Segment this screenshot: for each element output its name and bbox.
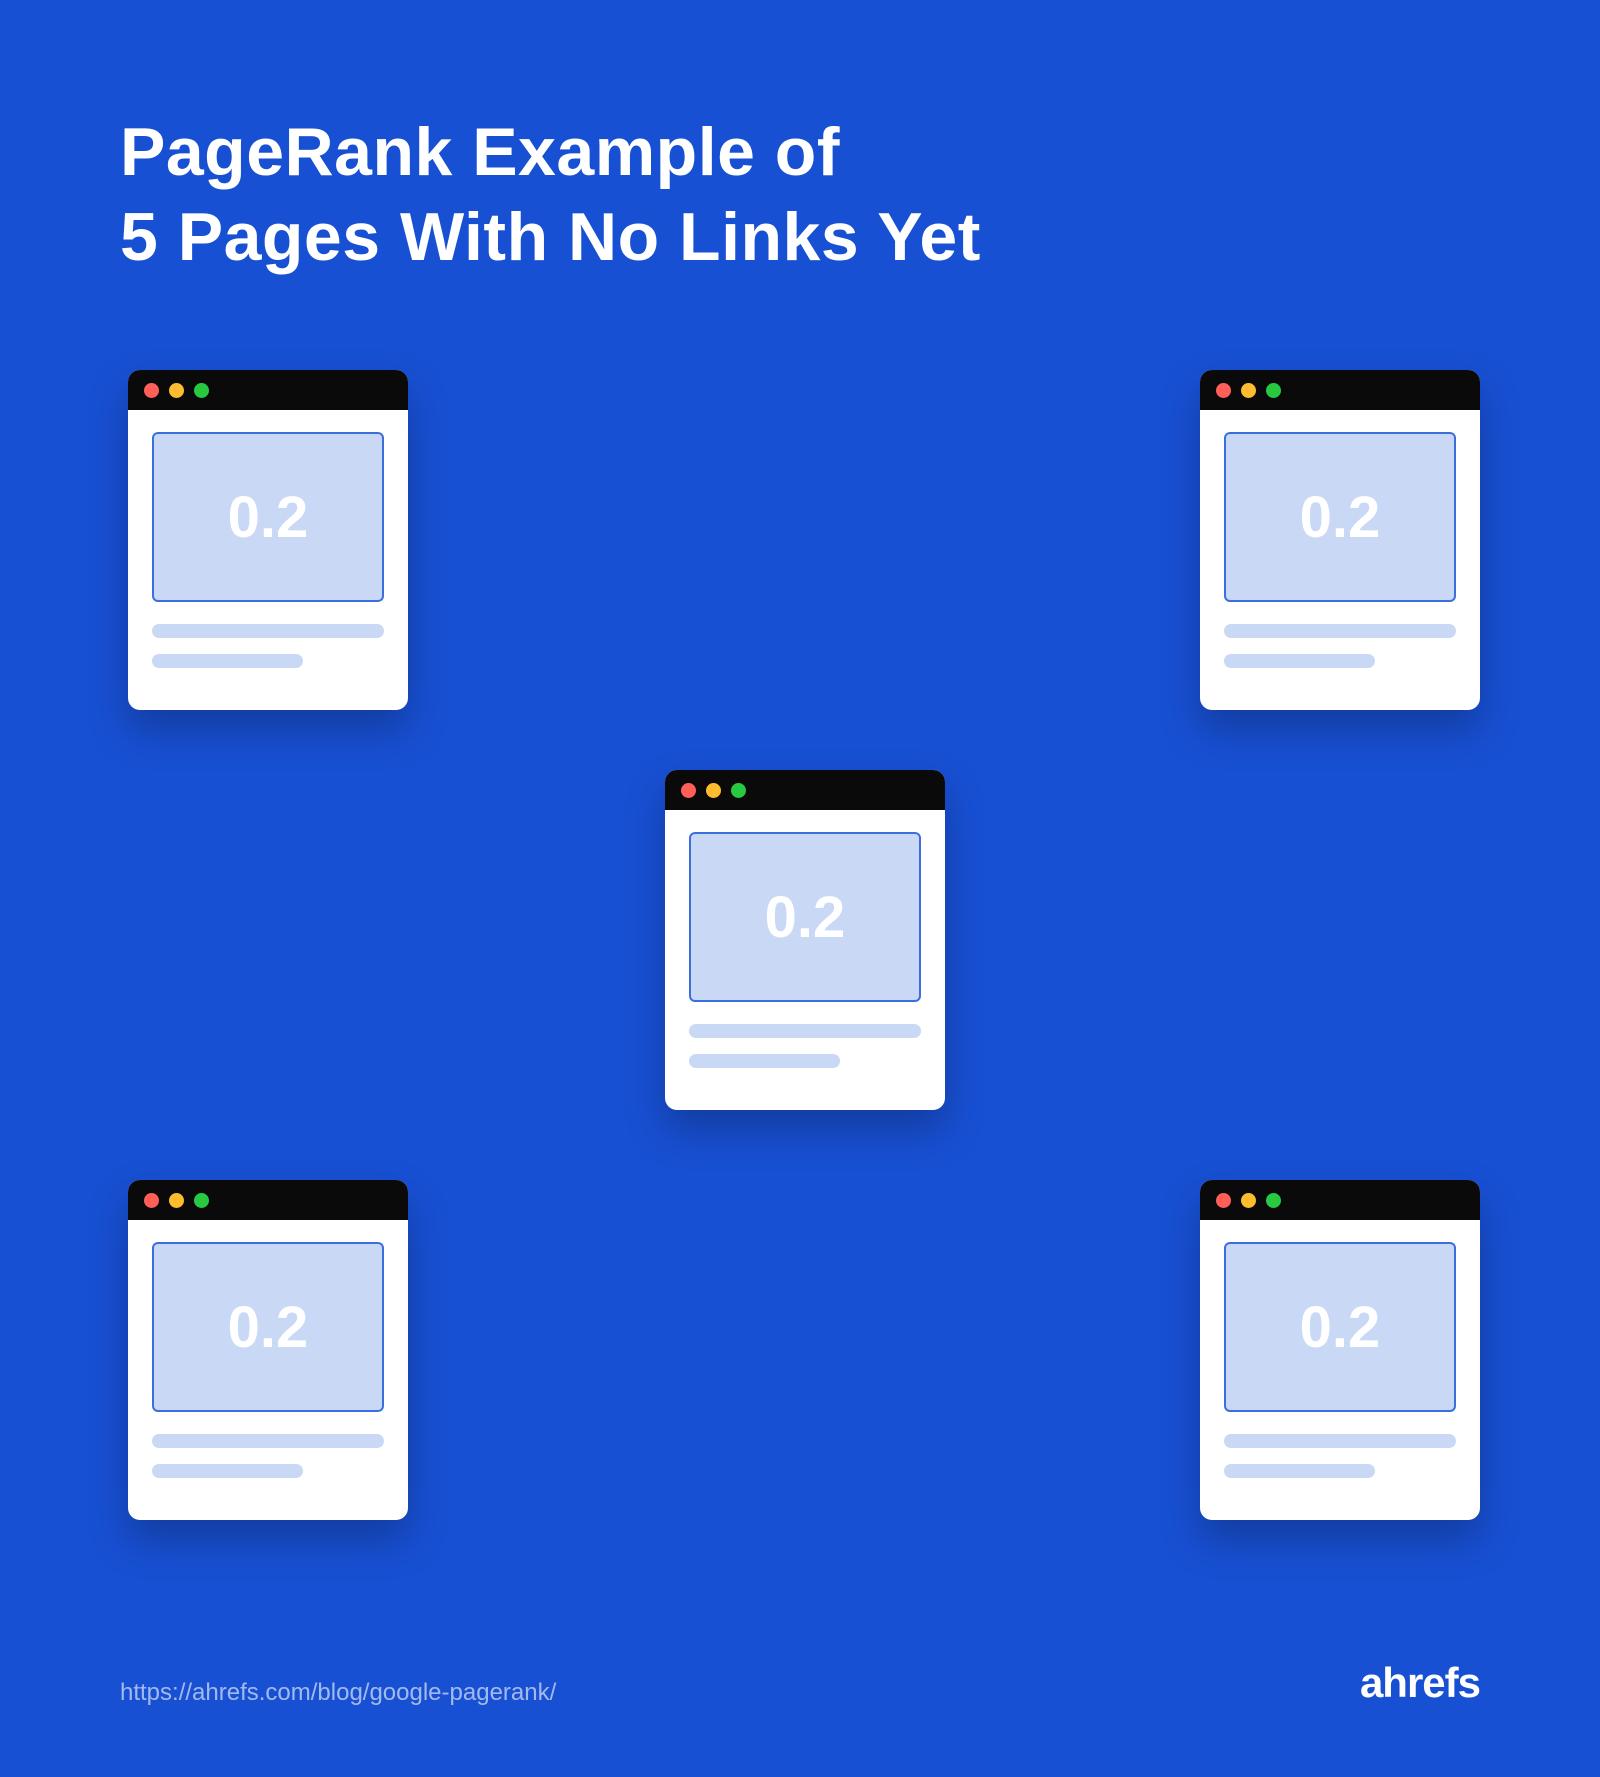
infographic-title: PageRank Example of 5 Pages With No Link… — [120, 110, 1480, 280]
placeholder-line — [1224, 1464, 1375, 1478]
maximize-icon — [1266, 383, 1281, 398]
close-icon — [144, 1193, 159, 1208]
placeholder-line — [1224, 1434, 1456, 1448]
maximize-icon — [1266, 1193, 1281, 1208]
placeholder-line — [152, 1464, 303, 1478]
minimize-icon — [169, 1193, 184, 1208]
brand-logo: ahrefs — [1360, 1659, 1480, 1707]
page-body: 0.2 — [1200, 410, 1480, 668]
page-body: 0.2 — [1200, 1220, 1480, 1478]
minimize-icon — [1241, 383, 1256, 398]
cards-area: 0.2 0.2 0.2 0.2 0.2 — [120, 370, 1480, 1570]
page-card: 0.2 — [128, 1180, 408, 1520]
placeholder-line — [689, 1054, 840, 1068]
pagerank-value: 0.2 — [1300, 484, 1381, 551]
minimize-icon — [1241, 1193, 1256, 1208]
placeholder-line — [689, 1024, 921, 1038]
maximize-icon — [731, 783, 746, 798]
pagerank-value-box: 0.2 — [1224, 432, 1456, 602]
page-body: 0.2 — [665, 810, 945, 1068]
pagerank-value: 0.2 — [1300, 1294, 1381, 1361]
close-icon — [144, 383, 159, 398]
page-body: 0.2 — [128, 410, 408, 668]
page-body: 0.2 — [128, 1220, 408, 1478]
minimize-icon — [706, 783, 721, 798]
placeholder-line — [1224, 624, 1456, 638]
infographic-canvas: PageRank Example of 5 Pages With No Link… — [0, 0, 1600, 1777]
window-titlebar — [1200, 1180, 1480, 1220]
maximize-icon — [194, 383, 209, 398]
close-icon — [1216, 383, 1231, 398]
pagerank-value: 0.2 — [228, 1294, 309, 1361]
minimize-icon — [169, 383, 184, 398]
close-icon — [681, 783, 696, 798]
placeholder-line — [152, 1434, 384, 1448]
title-line-2: 5 Pages With No Links Yet — [120, 199, 981, 275]
window-titlebar — [128, 370, 408, 410]
window-titlebar — [1200, 370, 1480, 410]
page-card: 0.2 — [665, 770, 945, 1110]
source-url: https://ahrefs.com/blog/google-pagerank/ — [120, 1679, 556, 1707]
pagerank-value: 0.2 — [765, 884, 846, 951]
page-card: 0.2 — [128, 370, 408, 710]
maximize-icon — [194, 1193, 209, 1208]
pagerank-value: 0.2 — [228, 484, 309, 551]
page-card: 0.2 — [1200, 370, 1480, 710]
close-icon — [1216, 1193, 1231, 1208]
pagerank-value-box: 0.2 — [152, 432, 384, 602]
window-titlebar — [128, 1180, 408, 1220]
pagerank-value-box: 0.2 — [152, 1242, 384, 1412]
window-titlebar — [665, 770, 945, 810]
placeholder-line — [152, 654, 303, 668]
placeholder-line — [152, 624, 384, 638]
placeholder-line — [1224, 654, 1375, 668]
pagerank-value-box: 0.2 — [689, 832, 921, 1002]
title-line-1: PageRank Example of — [120, 114, 840, 190]
footer: https://ahrefs.com/blog/google-pagerank/… — [120, 1659, 1480, 1707]
page-card: 0.2 — [1200, 1180, 1480, 1520]
pagerank-value-box: 0.2 — [1224, 1242, 1456, 1412]
